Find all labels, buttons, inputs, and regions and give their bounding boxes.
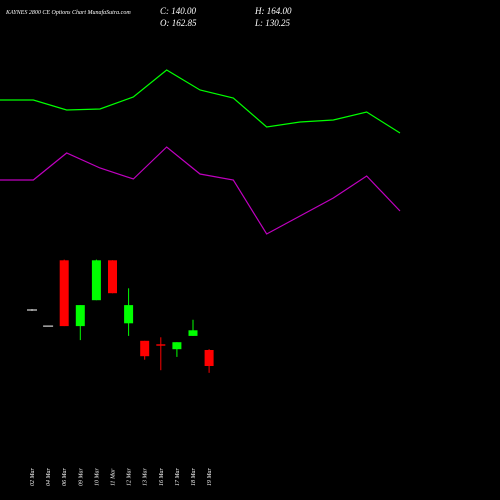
x-tick-label: 16 Mar (159, 468, 165, 486)
candle-body (124, 305, 134, 324)
x-tick-label: 18 Mar (191, 468, 197, 486)
x-tick-label: 13 Mar (143, 468, 149, 486)
candle-body (91, 260, 101, 301)
candle-body (108, 260, 117, 294)
x-tick-label: 11 Mar (111, 468, 117, 486)
candle-body (59, 260, 69, 327)
chart-title: KAYNES 2800 CE Options Chart MunafaSutra… (5, 9, 131, 16)
candle-body (140, 340, 150, 357)
x-tick-label: 10 Mar (94, 468, 100, 486)
low-label: L: 130.25 (254, 18, 291, 28)
x-tick-label: 06 Mar (62, 468, 68, 486)
line-series (0, 146, 401, 235)
x-tick-label: 12 Mar (127, 468, 133, 486)
candle-body (204, 350, 214, 366)
line-series (0, 69, 401, 134)
open-label: O: 162.85 (160, 18, 197, 28)
candle-body (172, 342, 182, 350)
x-tick-label: 04 Mar (45, 468, 52, 486)
close-label: C: 140.00 (160, 6, 197, 16)
x-tick-label: 02 Mar (30, 468, 36, 486)
high-label: H: 164.00 (254, 6, 292, 16)
candle-body (156, 344, 166, 346)
candle-body (188, 330, 198, 336)
x-tick-label: 19 Mar (207, 468, 213, 486)
x-tick-label: 09 Mar (78, 468, 84, 486)
x-tick-label: 17 Mar (175, 468, 181, 486)
candle-body (75, 305, 85, 327)
